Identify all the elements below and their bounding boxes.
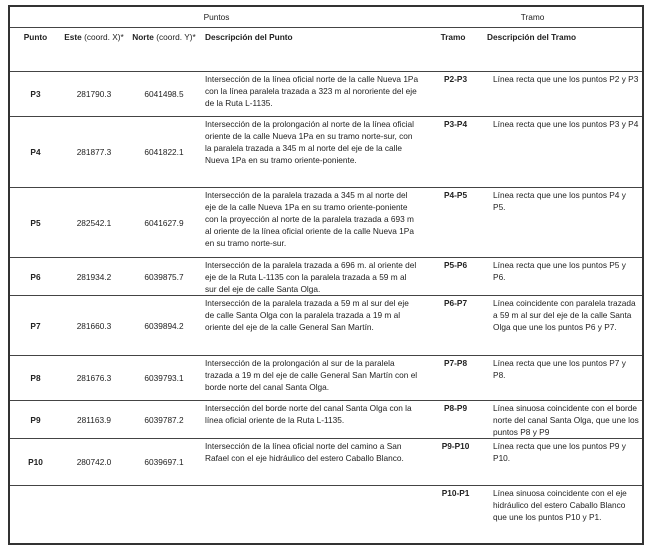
norte-cell: 6039787.2 — [127, 400, 201, 439]
table-row: P10-P1 Línea sinuosa coincidente con el e… — [9, 485, 644, 544]
header-descripcion-punto: Descripción del Punto — [201, 27, 424, 72]
header-tramo: Tramo — [423, 27, 484, 72]
este-cell: 280742.0 — [61, 438, 127, 486]
group-header-tramo: Tramo — [423, 5, 644, 28]
tramo-cell: P3-P4 — [423, 116, 484, 188]
header-norte: Norte (coord. Y)* — [127, 27, 201, 72]
norte-cell: 6039875.7 — [127, 257, 201, 296]
punto-cell: P4 — [9, 116, 61, 188]
este-cell: 282542.1 — [61, 187, 127, 258]
tramo-cell: P6-P7 — [423, 295, 484, 356]
norte-cell: 6041627.9 — [127, 187, 201, 258]
table-row: P9 281163.9 6039787.2 Intersección del bord… — [9, 400, 644, 439]
header-descripcion-tramo: Descripción del Tramo — [483, 27, 644, 72]
descripcion-tramo-cell: Línea recta que une los puntos P5 y P6. — [483, 257, 644, 296]
descripcion-punto-cell: Intersección del borde norte del canal S… — [201, 400, 424, 439]
table-row: P8 281676.3 6039793.1 Intersección de la pr… — [9, 355, 644, 401]
descripcion-tramo-cell: Línea sinuosa coincidente con el eje hid… — [483, 485, 644, 544]
este-cell — [61, 485, 127, 544]
descripcion-tramo-cell: Línea recta que une los puntos P2 y P3 — [483, 71, 644, 117]
este-cell: 281163.9 — [61, 400, 127, 439]
table-row: P3 281790.3 6041498.5 Intersección de la lí… — [9, 71, 644, 117]
tramo-cell: P2-P3 — [423, 71, 484, 117]
tramo-cell: P10-P1 — [423, 485, 484, 544]
norte-cell: 6041498.5 — [127, 71, 201, 117]
tramo-cell: P4-P5 — [423, 187, 484, 258]
punto-cell: P10 — [9, 438, 61, 486]
este-cell: 281790.3 — [61, 71, 127, 117]
descripcion-punto-cell: Intersección de la paralela trazada a 34… — [201, 187, 424, 258]
punto-cell: P7 — [9, 295, 61, 356]
punto-cell: P5 — [9, 187, 61, 258]
group-header-puntos: Puntos — [9, 5, 424, 28]
header-este: Este (coord. X)* — [61, 27, 127, 72]
descripcion-punto-cell: Intersección de la prolongación al sur d… — [201, 355, 424, 401]
descripcion-punto-cell: Intersección de la paralela trazada a 69… — [201, 257, 424, 296]
tramo-cell: P9-P10 — [423, 438, 484, 486]
punto-cell — [9, 485, 61, 544]
norte-cell: 6041822.1 — [127, 116, 201, 188]
punto-cell: P3 — [9, 71, 61, 117]
punto-cell: P8 — [9, 355, 61, 401]
descripcion-tramo-cell: Línea recta que une los puntos P3 y P4 — [483, 116, 644, 188]
table-row: P5 282542.1 6041627.9 Intersección de la pa… — [9, 187, 644, 258]
norte-cell: 6039894.2 — [127, 295, 201, 356]
este-cell: 281660.3 — [61, 295, 127, 356]
descripcion-tramo-cell: Línea recta que une los puntos P4 y P5. — [483, 187, 644, 258]
descripcion-tramo-cell: Línea recta que une los puntos P7 y P8. — [483, 355, 644, 401]
punto-cell: P6 — [9, 257, 61, 296]
boundary-points-table: Puntos Tramo Punto Este (coord. X)* Nort… — [8, 5, 645, 545]
este-cell: 281934.2 — [61, 257, 127, 296]
norte-cell: 6039793.1 — [127, 355, 201, 401]
tramo-cell: P7-P8 — [423, 355, 484, 401]
descripcion-punto-cell: Intersección de la línea oficial norte d… — [201, 71, 424, 117]
tramo-cell: P5-P6 — [423, 257, 484, 296]
punto-cell: P9 — [9, 400, 61, 439]
descripcion-punto-cell: Intersección de la paralela trazada a 59… — [201, 295, 424, 356]
tramo-cell: P8-P9 — [423, 400, 484, 439]
este-cell: 281877.3 — [61, 116, 127, 188]
table-row: P4 281877.3 6041822.1 Intersección de la pr… — [9, 116, 644, 188]
header-punto: Punto — [9, 27, 61, 72]
descripcion-punto-cell: Intersección de la prolongación al norte… — [201, 116, 424, 188]
table-row: P10 280742.0 6039697.1 Intersección de la l… — [9, 438, 644, 486]
este-cell: 281676.3 — [61, 355, 127, 401]
descripcion-tramo-cell: Línea recta que une los puntos P9 y P10. — [483, 438, 644, 486]
norte-cell — [127, 485, 201, 544]
descripcion-tramo-cell: Línea sinuosa coincidente con el borde n… — [483, 400, 644, 439]
descripcion-tramo-cell: Línea coincidente con paralela trazada a… — [483, 295, 644, 356]
norte-cell: 6039697.1 — [127, 438, 201, 486]
table-row: P6 281934.2 6039875.7 Intersección de la pa… — [9, 257, 644, 296]
descripcion-punto-cell — [201, 485, 424, 544]
descripcion-punto-cell: Intersección de la línea oficial norte d… — [201, 438, 424, 486]
table-row: P7 281660.3 6039894.2 Intersección de la pa… — [9, 295, 644, 356]
